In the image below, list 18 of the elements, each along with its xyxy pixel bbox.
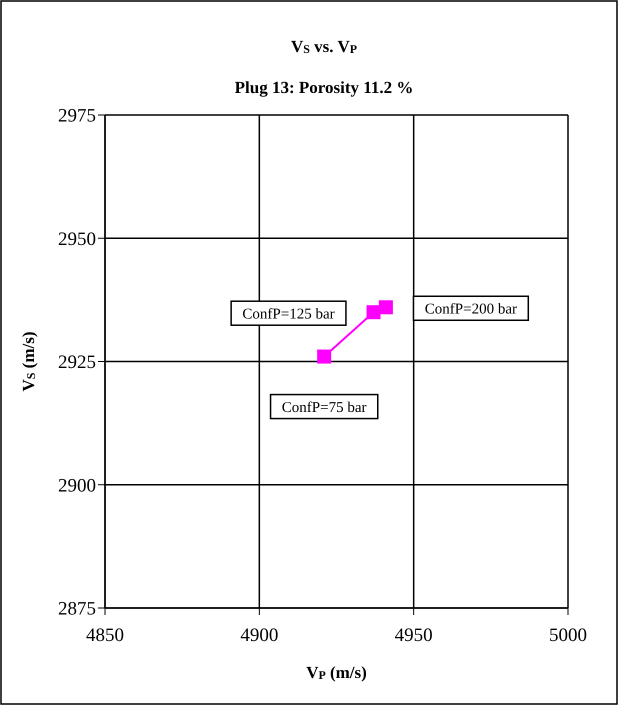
y-tick-label: 2900 [58, 475, 96, 496]
chart-subtitle: Plug 13: Porosity 11.2 % [234, 78, 414, 97]
x-tick-label: 4950 [394, 625, 433, 646]
y-tick-label: 2925 [58, 352, 96, 374]
annotation: ConfP=200 bar [424, 302, 517, 318]
y-tick-label: 2950 [58, 228, 96, 250]
point [366, 305, 381, 320]
point [317, 350, 332, 364]
x-axis-title: V$_{P}$ (m/s) [306, 663, 367, 682]
x-tick-label: 4850 [86, 625, 124, 646]
y-tick-label: 2875 [58, 598, 96, 620]
y-tick-label: 2975 [58, 106, 96, 127]
chart-title: V$_{S}$ vs. V$_{P}$ [290, 37, 358, 56]
annotation: ConfP=75 bar [282, 400, 367, 416]
point [378, 300, 393, 314]
x-tick-label: 4900 [240, 625, 278, 646]
x-tick-label: 5000 [549, 625, 587, 646]
annotation: ConfP=125 bar [242, 306, 335, 322]
